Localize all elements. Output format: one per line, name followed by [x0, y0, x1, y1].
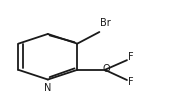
Text: Br: Br: [100, 18, 111, 28]
Text: F: F: [128, 52, 134, 62]
Text: O: O: [102, 64, 110, 74]
Text: F: F: [128, 77, 134, 87]
Text: N: N: [44, 83, 52, 93]
